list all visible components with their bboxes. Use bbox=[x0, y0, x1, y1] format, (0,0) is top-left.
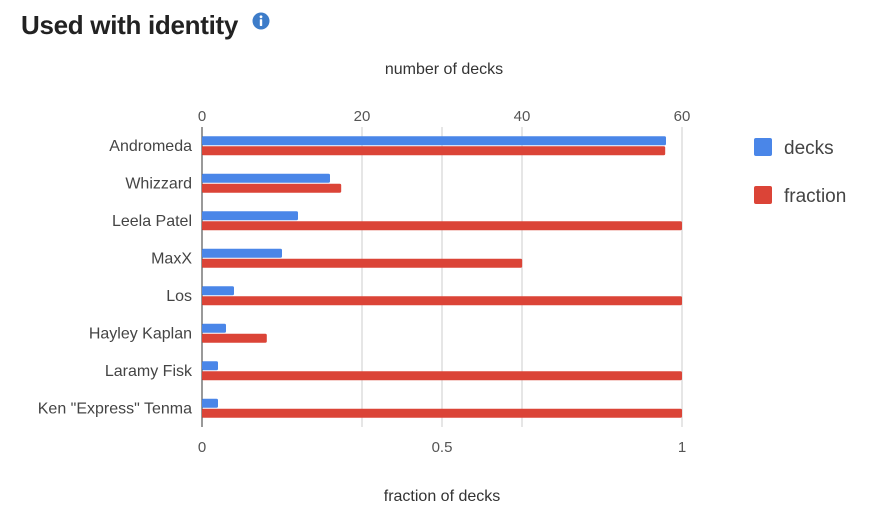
bar-fraction[interactable] bbox=[202, 183, 342, 193]
bar-fraction[interactable] bbox=[202, 408, 682, 418]
top-tick-label: 0 bbox=[198, 108, 206, 125]
top-axis-label: number of decks bbox=[385, 61, 503, 78]
top-tick-label: 20 bbox=[354, 108, 371, 125]
bar-decks[interactable] bbox=[202, 398, 218, 408]
bottom-axis-label: fraction of decks bbox=[384, 488, 501, 505]
legend-label-fraction: fraction bbox=[784, 186, 846, 207]
category-label: Ken "Express" Tenma bbox=[38, 400, 192, 417]
bar-fraction[interactable] bbox=[202, 371, 682, 381]
bottom-tick-label: 0.5 bbox=[432, 439, 453, 456]
bar-fraction[interactable] bbox=[202, 221, 682, 231]
legend: decks fraction bbox=[754, 138, 846, 207]
bar-fraction[interactable] bbox=[202, 258, 523, 268]
legend-swatch-decks bbox=[754, 138, 772, 156]
page-title: Used with identity bbox=[21, 10, 239, 40]
bar-decks[interactable] bbox=[202, 173, 330, 183]
bar-decks[interactable] bbox=[202, 323, 226, 333]
bar-decks[interactable] bbox=[202, 136, 666, 146]
bar-decks[interactable] bbox=[202, 248, 282, 258]
grid-layer bbox=[201, 127, 683, 427]
bottom-tick-label: 1 bbox=[678, 439, 686, 456]
legend-label-decks: decks bbox=[784, 138, 834, 159]
bars-layer bbox=[202, 136, 682, 418]
bar-fraction[interactable] bbox=[202, 333, 267, 343]
top-tick-label: 60 bbox=[674, 108, 691, 125]
bar-fraction[interactable] bbox=[202, 146, 666, 156]
category-label: Whizzard bbox=[125, 175, 192, 192]
category-label: Hayley Kaplan bbox=[89, 325, 192, 342]
category-label: Los bbox=[166, 288, 192, 305]
category-label: MaxX bbox=[151, 250, 192, 267]
category-labels: Andromeda Whizzard Leela Patel MaxX Los Hayle… bbox=[38, 138, 193, 418]
info-icon[interactable] bbox=[252, 12, 270, 30]
category-label: Leela Patel bbox=[112, 213, 192, 230]
bar-decks[interactable] bbox=[202, 211, 298, 221]
bar-fraction[interactable] bbox=[202, 296, 682, 306]
legend-swatch-fraction bbox=[754, 186, 772, 204]
top-tick-label: 40 bbox=[514, 108, 531, 125]
bottom-tick-label: 0 bbox=[198, 439, 206, 456]
tick-layer: 0 20 40 60 0 0.5 1 bbox=[198, 108, 691, 456]
bar-decks[interactable] bbox=[202, 286, 234, 296]
bar-decks[interactable] bbox=[202, 361, 218, 371]
category-label: Laramy Fisk bbox=[105, 363, 193, 380]
category-label: Andromeda bbox=[109, 138, 192, 155]
